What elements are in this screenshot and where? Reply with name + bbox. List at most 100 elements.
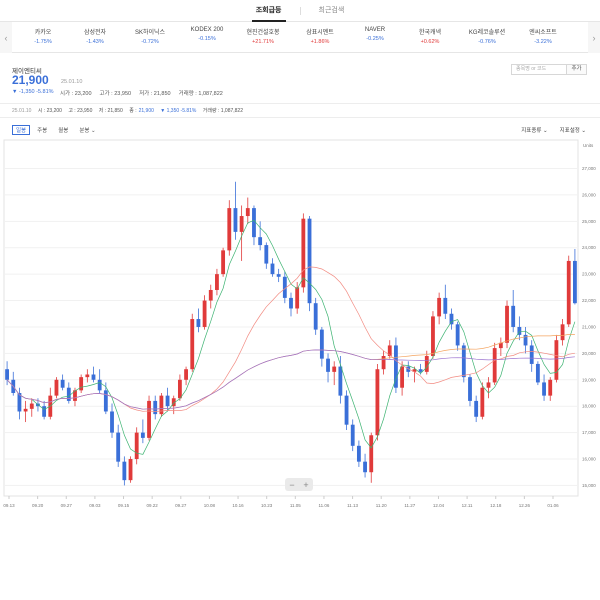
ticker-item[interactable]: 엔씨소프트 -3.22% [518, 27, 568, 45]
info-close-label: 종 : [129, 108, 137, 114]
ticker-item[interactable]: 현진건설호봉 +21.71% [238, 27, 288, 45]
ticker-name: 엔씨소프트 [529, 30, 557, 36]
candle-body [190, 319, 195, 370]
ticker-item[interactable]: KG레코솔루션 -0.76% [462, 27, 512, 45]
candle-body [461, 345, 466, 378]
y-axis-unit: Units [583, 143, 594, 148]
candle-body [468, 377, 472, 401]
candle-body [313, 303, 318, 330]
period-daily[interactable]: 일봉 [12, 125, 31, 135]
candle-body [560, 324, 565, 341]
ticker-item[interactable]: 삼표시멘트 +1.86% [295, 27, 345, 45]
candle-body [319, 329, 324, 359]
y-tick-label: 24,000 [582, 245, 596, 250]
ticker-change: -1.43% [86, 39, 104, 45]
x-tick-label: 09.20 [32, 503, 44, 508]
period-monthly[interactable]: 월봉 [58, 128, 69, 134]
candle-body [437, 297, 442, 317]
tab-popular[interactable]: 조회급등 [251, 0, 286, 22]
top-tabs: 조회급등 최근검색 [0, 0, 600, 22]
candle-body [350, 424, 355, 446]
candle-body [418, 369, 423, 372]
stock-search-input[interactable]: 종목명 or 코드 [511, 64, 567, 75]
candle-body [54, 379, 59, 396]
period-minute[interactable]: 분봉 ⌄ [79, 128, 96, 134]
info-close: 21,900 [138, 108, 154, 114]
ticker-change: -1.75% [34, 39, 52, 45]
x-tick-label: 09.15 [118, 503, 130, 508]
candle-body [338, 366, 343, 396]
candle-body [301, 218, 306, 288]
indicator-type-dropdown[interactable]: 지표종류 ⌄ [521, 128, 548, 134]
candle-body [474, 400, 479, 417]
ticker-item[interactable]: 한국캐넥 +0.62% [405, 27, 455, 45]
x-tick-label: 10.23 [261, 503, 273, 508]
ticker-item[interactable]: KODEX 200 -0.15% [182, 27, 232, 42]
x-tick-label: 11.27 [404, 503, 415, 508]
candle-body [326, 358, 330, 372]
candle-body [264, 245, 269, 264]
candlestick-chart[interactable]: Units 27,000 26,000 25,000 24,000 23,000 22,00… [0, 138, 600, 514]
x-tick-label: 12.04 [433, 503, 445, 508]
y-tick-label: 25,000 [582, 219, 596, 224]
ticker-change: +1.86% [310, 39, 330, 45]
ma5-line [6, 219, 576, 455]
y-tick-label: 27,000 [582, 166, 596, 171]
ticker-item[interactable]: 삼성전자 -1.43% [70, 27, 120, 45]
candle-body [282, 276, 287, 298]
next-arrow-icon[interactable]: › [588, 22, 600, 53]
candle-body [215, 274, 219, 290]
ticker-item[interactable]: NAVER -0.25% [350, 27, 400, 42]
candle-body [431, 316, 435, 357]
candle-body [42, 406, 47, 417]
candle-body [400, 366, 405, 388]
ticker-name: SK하이닉스 [134, 30, 166, 36]
candle-body [258, 237, 263, 246]
y-tick-label: 26,000 [582, 192, 596, 197]
ma20-line [6, 266, 575, 412]
prev-arrow-icon[interactable]: ‹ [0, 22, 12, 53]
zoom-in-icon[interactable]: + [303, 479, 309, 490]
y-tick-label: 18,000 [582, 404, 596, 409]
candle-body [535, 363, 540, 383]
candle-body [60, 379, 65, 388]
x-tick-label: 09.13 [3, 503, 15, 508]
x-tick-label: 10.08 [204, 503, 216, 508]
x-tick-label: 10.16 [232, 503, 244, 508]
candle-body [529, 345, 534, 364]
indicator-settings-dropdown[interactable]: 지표설정 ⌄ [559, 128, 586, 134]
x-tick-label: 11.06 [318, 503, 329, 508]
y-tick-label: 23,000 [582, 272, 596, 277]
ticker-item[interactable]: SK하이닉스 -0.72% [125, 27, 175, 45]
candle-body [443, 297, 448, 314]
tab-recent[interactable]: 최근검색 [318, 6, 345, 14]
ticker-bar: ‹ 카카오 -1.75% 삼성전자 -1.43% SK하이닉스 -0.72% KODE… [0, 22, 600, 53]
x-tick-label: 11.13 [347, 503, 358, 508]
candle-body [412, 369, 417, 372]
ohlc-info-line: 25.01.10 시 : 23,200 고 : 23,950 저 : 21,85… [0, 103, 600, 118]
candle-body [573, 260, 577, 304]
candle-body [270, 263, 275, 275]
add-button[interactable]: 추가 [567, 64, 587, 75]
zoom-out-icon[interactable]: − [289, 479, 295, 490]
candle-body [233, 208, 238, 232]
period-weekly[interactable]: 주봉 [37, 128, 48, 134]
candle-body [492, 348, 497, 383]
candle-body [103, 390, 108, 412]
ticker-item[interactable]: 카카오 -1.75% [18, 27, 68, 45]
candle-body [116, 432, 121, 462]
candle-body [381, 356, 386, 370]
price-change: ▼ -1,350 -5.81% [12, 89, 54, 95]
candle-body [406, 366, 411, 372]
y-tick-label: 22,000 [582, 298, 596, 303]
candle-body [171, 398, 176, 407]
candle-body [542, 382, 546, 396]
ohlc-summary: 시가 : 23,200 고가 : 23,950 저가 : 21,850 거래량 … [60, 89, 223, 97]
candle-body [486, 382, 491, 388]
ticker-change: +21.71% [252, 39, 274, 45]
candle-body [23, 408, 28, 412]
ticker-name: KG레코솔루션 [468, 30, 506, 36]
info-change: ▼ 1,350 -5.81% [160, 108, 197, 114]
info-low: 저 : 21,850 [98, 108, 123, 114]
candle-body [208, 289, 213, 301]
